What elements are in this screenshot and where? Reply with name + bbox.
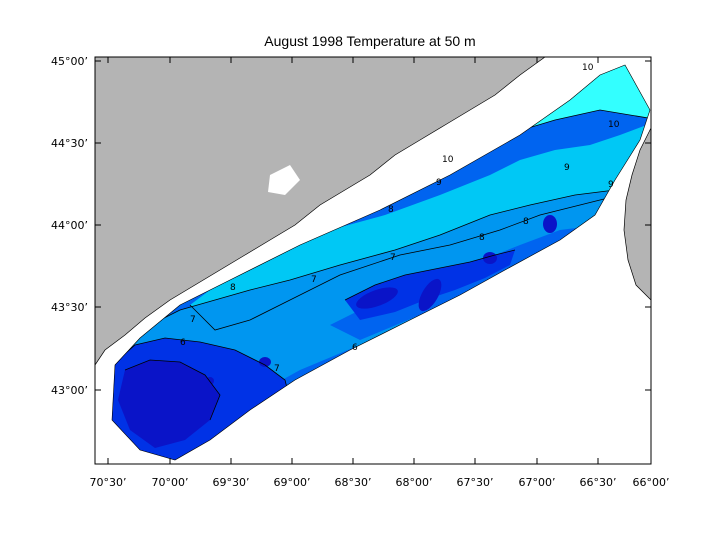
x-tick-label: 68°00’ bbox=[396, 476, 433, 489]
map-frame bbox=[94, 56, 652, 465]
contour-label-group: 10 10 9 9 8 8 8 8 7 7 7 6 6 7 9 10 bbox=[180, 63, 620, 374]
level-5-patch-b bbox=[418, 278, 442, 312]
y-tick-label: 43°30’ bbox=[51, 301, 88, 314]
y-tick-label: 45°00’ bbox=[51, 55, 88, 68]
level-5-patch-e bbox=[259, 357, 271, 367]
contour-label: 10 bbox=[442, 155, 454, 165]
contour-label: 7 bbox=[190, 315, 196, 325]
contour-label: 7 bbox=[390, 253, 396, 263]
x-tick-label: 70°30’ bbox=[90, 476, 127, 489]
y-tick-label: 44°30’ bbox=[51, 137, 88, 150]
level-5-patch-a bbox=[356, 287, 398, 309]
contour-label: 8 bbox=[388, 205, 394, 215]
x-tick-label: 70°00’ bbox=[152, 476, 189, 489]
x-tick-label: 67°00’ bbox=[519, 476, 556, 489]
axis-ticks bbox=[95, 57, 652, 464]
x-tick-label: 66°30’ bbox=[580, 476, 617, 489]
contour-label: 6 bbox=[180, 338, 186, 348]
contour-label: 9 bbox=[436, 178, 442, 188]
map-title: August 1998 Temperature at 50 m bbox=[264, 33, 476, 49]
contour-label: 9 bbox=[608, 180, 614, 190]
y-tick-label: 44°00’ bbox=[51, 219, 88, 232]
contour-label: 8 bbox=[479, 233, 485, 243]
y-tick-label: 43°00’ bbox=[51, 384, 88, 397]
contour-label: 8 bbox=[523, 217, 529, 227]
x-tick-label: 66°00’ bbox=[633, 476, 670, 489]
contour-label: 9 bbox=[564, 163, 570, 173]
contour-label: 10 bbox=[608, 120, 620, 130]
coastline bbox=[95, 57, 546, 366]
contour-label: 7 bbox=[274, 364, 280, 374]
x-tick-label: 68°30’ bbox=[335, 476, 372, 489]
level-5-patch-c bbox=[483, 252, 497, 264]
level-5-patch-d bbox=[543, 215, 557, 233]
nova-scotia-land bbox=[624, 128, 651, 300]
contour-label: 10 bbox=[582, 63, 594, 73]
level-5-zone bbox=[118, 360, 220, 448]
contour-label: 8 bbox=[230, 283, 236, 293]
contour-label: 6 bbox=[352, 343, 358, 353]
x-tick-label: 67°30’ bbox=[457, 476, 494, 489]
nova-scotia-coastline bbox=[623, 127, 651, 301]
contour-label: 7 bbox=[311, 275, 317, 285]
x-tick-label: 69°00’ bbox=[274, 476, 311, 489]
coastal-bay bbox=[268, 165, 300, 195]
x-tick-label: 69°30’ bbox=[213, 476, 250, 489]
mainland-coast bbox=[95, 57, 545, 365]
coastal-water bbox=[95, 430, 105, 460]
survey-area-outline bbox=[111, 64, 651, 461]
